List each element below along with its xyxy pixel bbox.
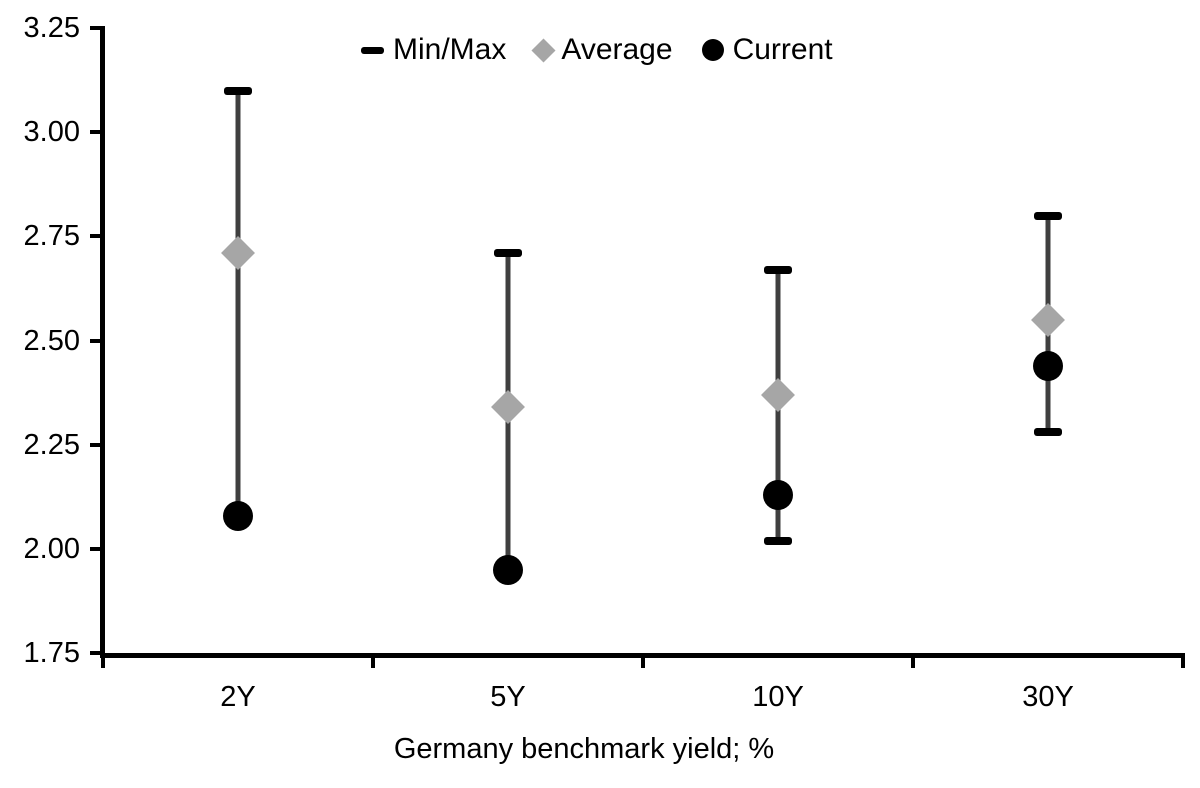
min-cap bbox=[764, 536, 792, 545]
x-tick-mark bbox=[101, 653, 105, 668]
x-category-label: 5Y bbox=[490, 681, 526, 713]
legend-label-minmax: Min/Max bbox=[393, 33, 507, 66]
y-tick-mark bbox=[90, 234, 103, 239]
y-tick-mark bbox=[90, 338, 103, 343]
x-axis-line bbox=[100, 653, 1185, 658]
current-circle-icon bbox=[701, 39, 724, 61]
max-cap bbox=[224, 86, 252, 95]
y-tick-mark bbox=[90, 26, 103, 30]
y-axis-line bbox=[100, 26, 105, 658]
min-cap bbox=[1034, 428, 1062, 437]
current-dot bbox=[223, 500, 253, 531]
max-cap bbox=[1034, 211, 1062, 220]
x-category-label: 30Y bbox=[1022, 681, 1074, 713]
y-tick-label: 3.00 bbox=[23, 116, 80, 149]
y-tick-label: 2.50 bbox=[23, 324, 80, 357]
legend-item-minmax: Min/Max bbox=[361, 33, 506, 67]
y-tick-mark bbox=[90, 546, 103, 551]
x-axis-title: Germany benchmark yield; % bbox=[393, 733, 775, 765]
y-tick-label: 2.25 bbox=[23, 428, 80, 461]
x-tick-mark bbox=[641, 653, 645, 668]
current-dot bbox=[1033, 350, 1063, 381]
legend-label-current: Current bbox=[732, 33, 833, 66]
x-tick-mark bbox=[371, 653, 375, 668]
average-diamond bbox=[1031, 302, 1065, 337]
y-tick-mark bbox=[90, 130, 103, 135]
y-tick-label: 2.75 bbox=[23, 220, 80, 253]
minmax-range-line bbox=[235, 90, 241, 516]
y-tick-label: 2.00 bbox=[23, 532, 80, 565]
legend-item-average: Average bbox=[531, 33, 673, 67]
y-tick-mark bbox=[90, 442, 103, 447]
max-cap bbox=[494, 249, 522, 257]
legend-item-current: Current bbox=[701, 33, 833, 67]
x-category-label: 10Y bbox=[752, 681, 804, 713]
average-diamond bbox=[761, 377, 795, 412]
y-tick-label: 1.75 bbox=[23, 637, 80, 669]
average-diamond-icon bbox=[531, 37, 556, 63]
legend-label-average: Average bbox=[561, 33, 673, 66]
current-dot bbox=[493, 554, 523, 585]
legend: Min/Max Average Current bbox=[361, 33, 833, 67]
y-tick-label: 3.25 bbox=[23, 12, 80, 44]
y-tick-mark bbox=[90, 651, 103, 655]
current-dot bbox=[763, 479, 793, 510]
max-cap bbox=[764, 265, 792, 274]
x-tick-mark bbox=[1181, 653, 1185, 668]
average-diamond bbox=[491, 390, 525, 425]
average-diamond bbox=[221, 236, 255, 270]
x-tick-mark bbox=[911, 653, 915, 668]
minmax-dash-icon bbox=[361, 46, 384, 54]
x-category-label: 2Y bbox=[220, 681, 256, 713]
